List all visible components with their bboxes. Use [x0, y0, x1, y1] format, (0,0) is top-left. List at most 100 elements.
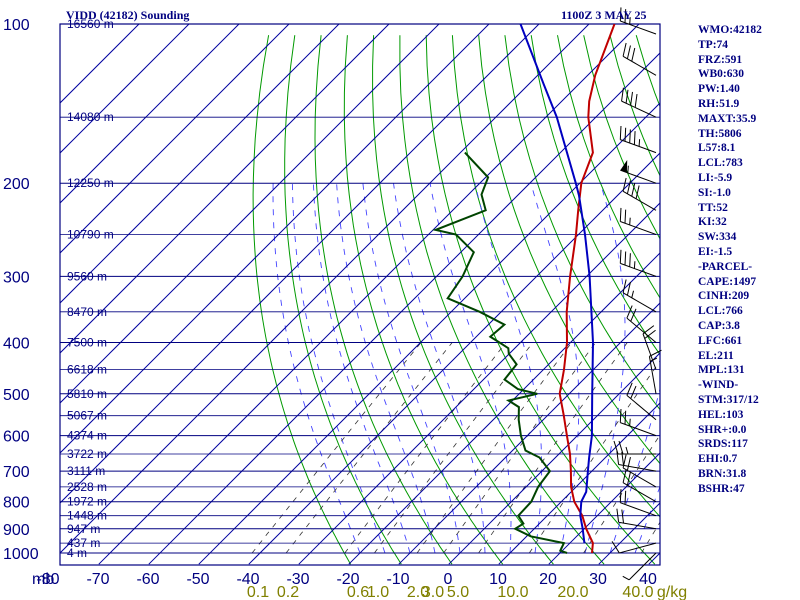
- index-item: -WIND-: [698, 379, 739, 392]
- isotherm-line: [60, 24, 440, 404]
- dry-adiabat-line: [284, 35, 402, 565]
- wind-barb: [642, 325, 657, 370]
- isotherm-line: [60, 24, 490, 454]
- isotherm-line: [548, 452, 660, 565]
- wind-barb: [611, 541, 657, 554]
- grid-layer: [60, 24, 800, 565]
- mixing-ratio-tick-label: 3.0: [422, 584, 444, 600]
- index-item: EL:211: [698, 349, 734, 362]
- height-label: 4374 m: [67, 429, 107, 443]
- index-item: WMO:42182: [698, 24, 762, 36]
- moist-adiabat-line: [272, 183, 361, 554]
- height-label: 9560 m: [67, 269, 107, 283]
- height-label: 4 m: [67, 546, 87, 560]
- height-label: 6618 m: [67, 363, 107, 377]
- wind-barb: [619, 249, 657, 277]
- index-item: MPL:131: [698, 364, 745, 377]
- temperature-axis: -80 -70 -60 -50 -40 -30 -20 -10 0 10 20 30 40: [36, 571, 657, 588]
- wind-barb: [622, 552, 657, 581]
- dry-adiabats: [252, 35, 800, 565]
- temperature-tick-label: 40: [639, 571, 657, 588]
- dry-adiabat-line: [399, 35, 605, 565]
- height-label: 1448 m: [67, 509, 107, 523]
- index-item: KI:32: [698, 216, 727, 229]
- isotherm-line: [60, 24, 140, 104]
- isotherm-line: [198, 102, 660, 565]
- isotherm-line: [148, 52, 660, 565]
- pressure-tick-label: 1000: [3, 546, 39, 563]
- index-item: TP:74: [698, 38, 729, 51]
- height-label: 7500 m: [67, 336, 107, 350]
- dry-adiabat-line: [314, 35, 453, 565]
- isotherm-line: [60, 24, 240, 204]
- mixing-ratio-tick-label: 0.2: [277, 584, 299, 600]
- height-label: 14080 m: [67, 110, 114, 124]
- index-item: EI:-1.5: [698, 245, 733, 258]
- moist-adiabat-line: [291, 183, 386, 554]
- temperature-tick-label: 20: [539, 571, 557, 588]
- wind-barb: [619, 125, 657, 154]
- temperature-tick-label: -10: [386, 571, 409, 588]
- wind-barb: [620, 159, 657, 184]
- isotherm-line: [298, 202, 660, 565]
- isotherm-line: [398, 302, 660, 565]
- temperature-tick-label: -60: [136, 571, 159, 588]
- mixing-ratio-lines: [251, 342, 660, 554]
- wind-barb: [626, 382, 657, 421]
- isotherm-line: [348, 252, 660, 565]
- height-label: 437 m: [67, 536, 100, 550]
- index-item: TT:52: [698, 201, 728, 214]
- isotherm-line: [98, 24, 640, 565]
- wind-barb: [619, 7, 657, 35]
- moist-adiabat-line: [336, 183, 436, 554]
- height-label: 2528 m: [67, 480, 107, 494]
- isotherm-line: [60, 24, 390, 354]
- mixing-ratio-tick-label: 1.0: [367, 584, 389, 600]
- isotherm-line: [60, 24, 590, 554]
- wind-barb: [621, 87, 657, 118]
- temperature-tick-label: -80: [36, 571, 59, 588]
- pressure-axis: 1000 900 800 700 600 500 400 300 200 100 mb: [3, 17, 54, 588]
- mixing-ratio-line: [478, 342, 628, 554]
- temperature-tick-label: -20: [336, 571, 359, 588]
- index-item: LI:-5.9: [698, 171, 733, 184]
- wind-barb: [622, 177, 657, 211]
- pressure-tick-label: 700: [3, 464, 30, 481]
- pressure-tick-label: 800: [3, 495, 30, 512]
- pressure-tick-label: 600: [3, 429, 30, 446]
- index-item: LCL:783: [698, 157, 743, 170]
- height-label: 5810 m: [67, 387, 107, 401]
- index-item: SHR+:0.0: [698, 423, 747, 436]
- index-item: MAXT:35.9: [698, 112, 757, 125]
- index-item: SI:-1.0: [698, 186, 731, 199]
- height-label: 947 m: [67, 522, 100, 536]
- isotherm-line: [60, 24, 290, 254]
- mixing-ratio-tick-label: 10.0: [497, 584, 528, 600]
- temperature-tick-label: 30: [589, 571, 607, 588]
- wind-barb: [622, 469, 657, 503]
- index-item: BRN:31.8: [698, 467, 747, 480]
- temperature-tick-label: -30: [286, 571, 309, 588]
- pressure-tick-label: 100: [3, 17, 30, 34]
- wind-barb: [648, 349, 662, 394]
- mixing-ratio-line: [251, 342, 422, 554]
- index-item: STM:317/12: [698, 393, 759, 406]
- isotherm-line: [448, 352, 660, 565]
- isotherm-line: [60, 24, 540, 504]
- dry-adiabat-line: [768, 35, 800, 564]
- height-label: 3722 m: [67, 447, 107, 461]
- isotherms: [60, 24, 660, 565]
- dry-adiabat-line: [557, 35, 660, 299]
- dry-adiabat-line: [530, 35, 660, 356]
- index-item: -PARCEL-: [698, 260, 753, 273]
- wind-barb: [619, 207, 657, 235]
- plot-frame: [59, 23, 661, 566]
- isotherm-line: [60, 24, 340, 304]
- mixing-ratio-tick-label: 0.1: [247, 584, 269, 600]
- index-item: L57:8.1: [698, 142, 736, 155]
- index-item: LCL:766: [698, 305, 743, 318]
- sounding-time: 1100Z 3 MAY 25: [561, 8, 647, 22]
- sounding-traces: [432, 24, 616, 554]
- isotherm-line: [248, 152, 660, 565]
